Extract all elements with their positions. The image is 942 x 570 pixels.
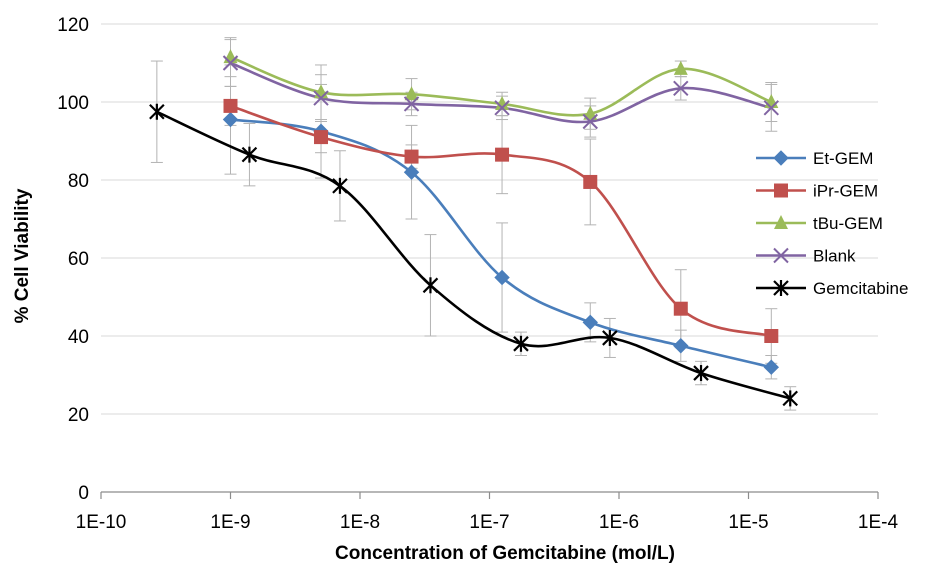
legend-label: Et-GEM [813, 149, 873, 168]
y-tick-label: 80 [68, 171, 89, 192]
blank-point [582, 113, 598, 130]
tbu-gem-point [495, 95, 510, 110]
axes [100, 491, 879, 499]
legend-item-gemcitabine: Gemcitabine [756, 279, 908, 298]
legend-marker [773, 150, 789, 166]
y-axis-title: % Cell Viability [12, 188, 33, 323]
ipr-gem-point [673, 301, 688, 316]
ipr-gem-point [223, 98, 238, 113]
tbu-gem-point [223, 49, 238, 64]
y-tick-label: 120 [57, 15, 89, 36]
series-markers [149, 49, 799, 407]
blank-point [403, 96, 420, 112]
et-gem-point [403, 164, 420, 180]
legend-item-et-gem: Et-GEM [756, 149, 873, 168]
y-tick-label: 100 [57, 93, 89, 114]
ipr-gem-point [583, 174, 598, 189]
x-tick-label: 1E-7 [469, 512, 509, 533]
ipr-gem-point [495, 147, 510, 162]
error-bars [150, 37, 797, 411]
blank-point [763, 100, 780, 116]
et-gem-point [494, 269, 510, 286]
y-tick-label: 0 [78, 483, 89, 504]
et-gem-point [763, 359, 780, 375]
x-axis-title: Concentration of Gemcitabine (mol/L) [335, 543, 675, 564]
gemcitabine-point [693, 365, 709, 382]
blank-point [494, 100, 510, 116]
x-tick-label: 1E-5 [728, 512, 768, 533]
et-gem-point [582, 314, 598, 331]
legend: Et-GEM iPr-GEM tBu-GEM Blank Gemcitabine [756, 149, 908, 298]
blank-point [313, 90, 329, 106]
ipr-gem-line [230, 104, 772, 338]
blank-point [673, 80, 689, 97]
legend-marker [773, 247, 789, 264]
legend-label: tBu-GEM [813, 214, 883, 233]
gemcitabine-point [332, 177, 348, 194]
gemcitabine-point [602, 329, 618, 346]
gemcitabine-point [149, 103, 165, 120]
gemcitabine-point [782, 390, 799, 407]
gemcitabine-point [422, 277, 439, 294]
legend-marker [774, 183, 788, 198]
gemcitabine-point [241, 146, 258, 163]
tbu-gem-point [673, 60, 688, 75]
et-gem-point [222, 111, 239, 128]
blank-point [222, 55, 239, 71]
legend-marker [774, 215, 788, 229]
legend-label: Blank [813, 247, 856, 266]
x-tick-label: 1E-9 [210, 512, 250, 533]
series-lines [156, 55, 791, 400]
x-tick-label: 1E-4 [858, 512, 899, 533]
legend-item-tbu-gem: tBu-GEM [756, 214, 883, 233]
x-tick-label: 1E-6 [599, 512, 639, 533]
ipr-gem-point [314, 130, 329, 145]
gemcitabine-line [156, 110, 791, 400]
legend-label: iPr-GEM [813, 182, 878, 201]
legend-marker [773, 280, 789, 296]
gridlines [101, 23, 878, 415]
y-tick-label: 60 [68, 249, 89, 270]
ipr-gem-point [404, 149, 419, 164]
x-axis-ticks: 1E-10 1E-9 1E-8 1E-7 1E-6 1E-5 1E-4 [76, 512, 899, 533]
y-tick-label: 40 [68, 327, 89, 348]
y-axis-ticks: 0 20 40 60 80 100 120 [57, 15, 89, 504]
legend-label: Gemcitabine [813, 279, 908, 298]
legend-item-blank: Blank [756, 247, 856, 266]
x-tick-label: 1E-8 [340, 512, 380, 533]
y-tick-label: 20 [68, 405, 89, 426]
et-gem-point [673, 338, 689, 354]
x-tick-label: 1E-10 [76, 512, 127, 533]
gemcitabine-point [513, 335, 529, 352]
ipr-gem-point [764, 329, 779, 343]
tbu-gem-point [583, 105, 598, 120]
tbu-gem-point [404, 86, 419, 101]
legend-item-ipr-gem: iPr-GEM [756, 182, 878, 201]
